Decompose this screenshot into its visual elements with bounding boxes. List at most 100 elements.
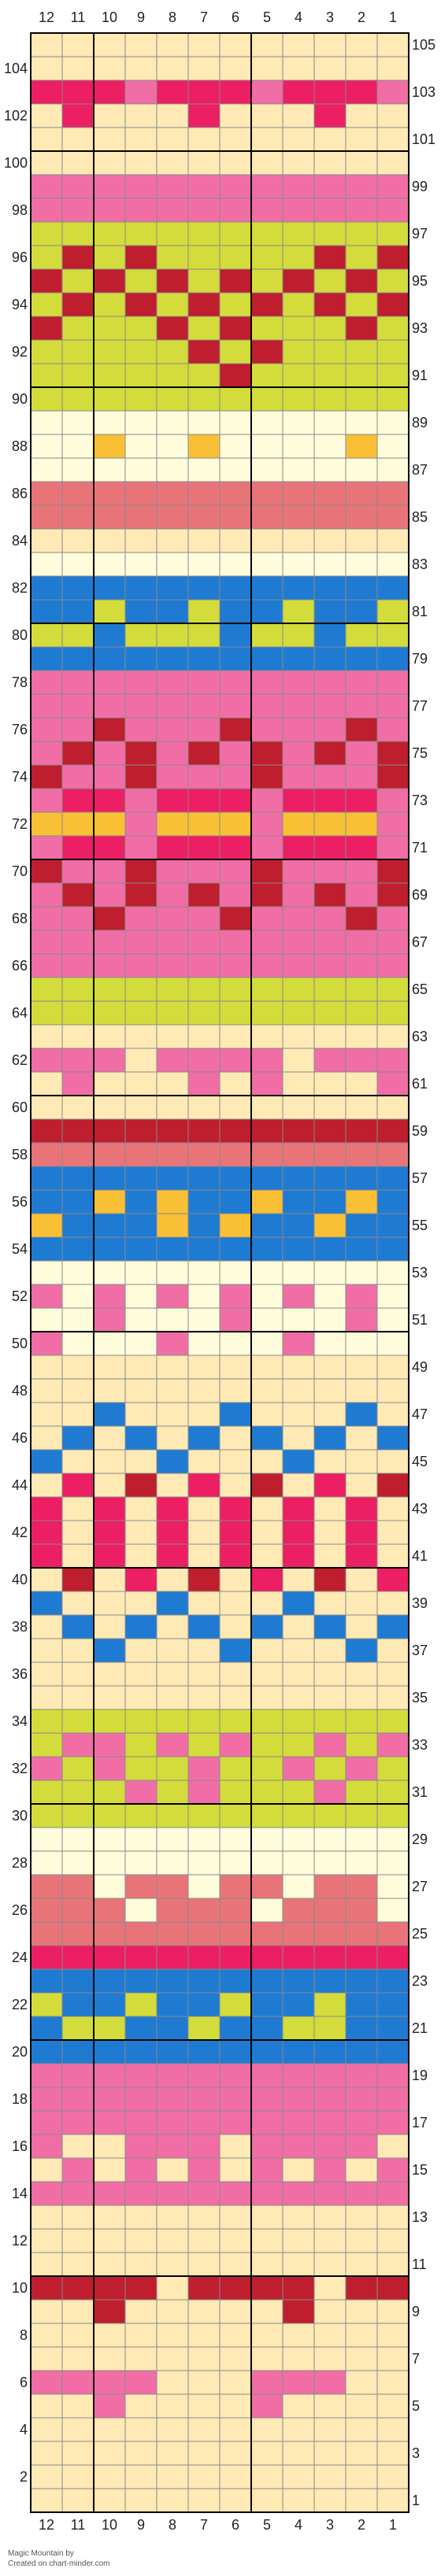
cell-r80-c1 <box>376 623 410 648</box>
cell-r30-c4 <box>282 1803 315 1828</box>
row-label-59: 59 <box>412 1123 428 1139</box>
cell-r8-c2 <box>345 2323 378 2348</box>
cell-r99-c12 <box>30 174 63 199</box>
cell-r27-c6 <box>219 1874 252 1899</box>
col-label-top-10: 10 <box>102 9 117 25</box>
cell-r57-c3 <box>313 1166 346 1191</box>
chart-title: Magic Mountain by <box>8 2549 74 2558</box>
cell-r15-c2 <box>345 2157 378 2182</box>
row-label-40: 40 <box>12 1572 28 1587</box>
row-label-52: 52 <box>12 1288 28 1304</box>
cell-r4-c5 <box>250 2417 284 2442</box>
cell-r78-c5 <box>250 670 284 695</box>
cell-r71-c4 <box>282 835 315 860</box>
cell-r44-c5 <box>250 1473 284 1498</box>
cell-r32-c2 <box>345 1756 378 1781</box>
cell-r65-c11 <box>61 977 94 1002</box>
cell-r63-c8 <box>156 1024 189 1049</box>
cell-r88-c5 <box>250 434 284 459</box>
cell-r56-c1 <box>376 1189 410 1214</box>
cell-r49-c1 <box>376 1355 410 1380</box>
cell-r71-c2 <box>345 835 378 860</box>
cell-r32-c4 <box>282 1756 315 1781</box>
cell-r46-c3 <box>313 1425 346 1451</box>
cell-r43-c10 <box>93 1496 126 1521</box>
cell-r33-c12 <box>30 1732 63 1757</box>
cell-r29-c8 <box>156 1827 189 1852</box>
cell-r35-c12 <box>30 1685 63 1710</box>
cell-r99-c8 <box>156 174 189 199</box>
row-label-28: 28 <box>12 1855 28 1871</box>
cell-r85-c11 <box>61 504 94 530</box>
cell-r81-c10 <box>93 599 126 624</box>
cell-r80-c7 <box>187 623 220 648</box>
cell-r96-c9 <box>124 245 158 270</box>
row-label-15: 15 <box>412 2162 428 2178</box>
cell-r52-c7 <box>187 1284 220 1309</box>
cell-r103-c6 <box>219 79 252 105</box>
cell-r101-c7 <box>187 127 220 152</box>
cell-r65-c4 <box>282 977 315 1002</box>
row-label-104: 104 <box>4 61 28 76</box>
cell-r35-c11 <box>61 1685 94 1710</box>
cell-r35-c3 <box>313 1685 346 1710</box>
cell-r18-c11 <box>61 2086 94 2112</box>
cell-r23-c6 <box>219 1968 252 1994</box>
cell-r10-c2 <box>345 2275 378 2301</box>
cell-r63-c12 <box>30 1024 63 1049</box>
cell-r84-c6 <box>219 528 252 553</box>
cell-r73-c10 <box>93 788 126 813</box>
cell-r75-c10 <box>93 741 126 766</box>
cell-r64-c11 <box>61 1000 94 1026</box>
cell-r34-c5 <box>250 1709 284 1734</box>
cell-r36-c11 <box>61 1661 94 1687</box>
cell-r98-c11 <box>61 198 94 223</box>
cell-r76-c10 <box>93 717 126 742</box>
cell-r36-c9 <box>124 1661 158 1687</box>
cell-r42-c11 <box>61 1520 94 1545</box>
cell-r89-c2 <box>345 410 378 435</box>
cell-r72-c9 <box>124 811 158 837</box>
cell-r5-c4 <box>282 2393 315 2419</box>
cell-r56-c7 <box>187 1189 220 1214</box>
cell-r82-c6 <box>219 575 252 601</box>
cell-r25-c1 <box>376 1921 410 1946</box>
cell-r34-c6 <box>219 1709 252 1734</box>
cell-r45-c8 <box>156 1449 189 1474</box>
cell-r67-c10 <box>93 930 126 955</box>
row-label-22: 22 <box>12 1997 28 2012</box>
cell-r49-c3 <box>313 1355 346 1380</box>
cell-r83-c12 <box>30 552 63 577</box>
cell-r43-c1 <box>376 1496 410 1521</box>
cell-r25-c7 <box>187 1921 220 1946</box>
row-label-102: 102 <box>4 108 28 124</box>
cell-r88-c2 <box>345 434 378 459</box>
cell-r96-c12 <box>30 245 63 270</box>
cell-r28-c4 <box>282 1850 315 1876</box>
cell-r83-c4 <box>282 552 315 577</box>
cell-r45-c5 <box>250 1449 284 1474</box>
cell-r5-c12 <box>30 2393 63 2419</box>
row-label-42: 42 <box>12 1525 28 1540</box>
cell-r95-c12 <box>30 268 63 294</box>
cell-r9-c2 <box>345 2299 378 2324</box>
cell-r39-c7 <box>187 1591 220 1616</box>
cell-r89-c12 <box>30 410 63 435</box>
cell-r90-c5 <box>250 386 284 412</box>
cell-r105-c4 <box>282 32 315 57</box>
cell-r3-c2 <box>345 2441 378 2466</box>
cell-r10-c6 <box>219 2275 252 2301</box>
cell-r38-c8 <box>156 1614 189 1639</box>
cell-r81-c12 <box>30 599 63 624</box>
cell-r74-c9 <box>124 764 158 789</box>
cell-r12-c5 <box>250 2228 284 2253</box>
cell-r52-c8 <box>156 1284 189 1309</box>
cell-r30-c9 <box>124 1803 158 1828</box>
cell-r46-c11 <box>61 1425 94 1451</box>
cell-r54-c1 <box>376 1236 410 1262</box>
cell-r91-c1 <box>376 363 410 388</box>
row-label-16: 16 <box>12 2138 28 2154</box>
cell-r49-c6 <box>219 1355 252 1380</box>
cell-r4-c3 <box>313 2417 346 2442</box>
cell-r14-c5 <box>250 2181 284 2206</box>
